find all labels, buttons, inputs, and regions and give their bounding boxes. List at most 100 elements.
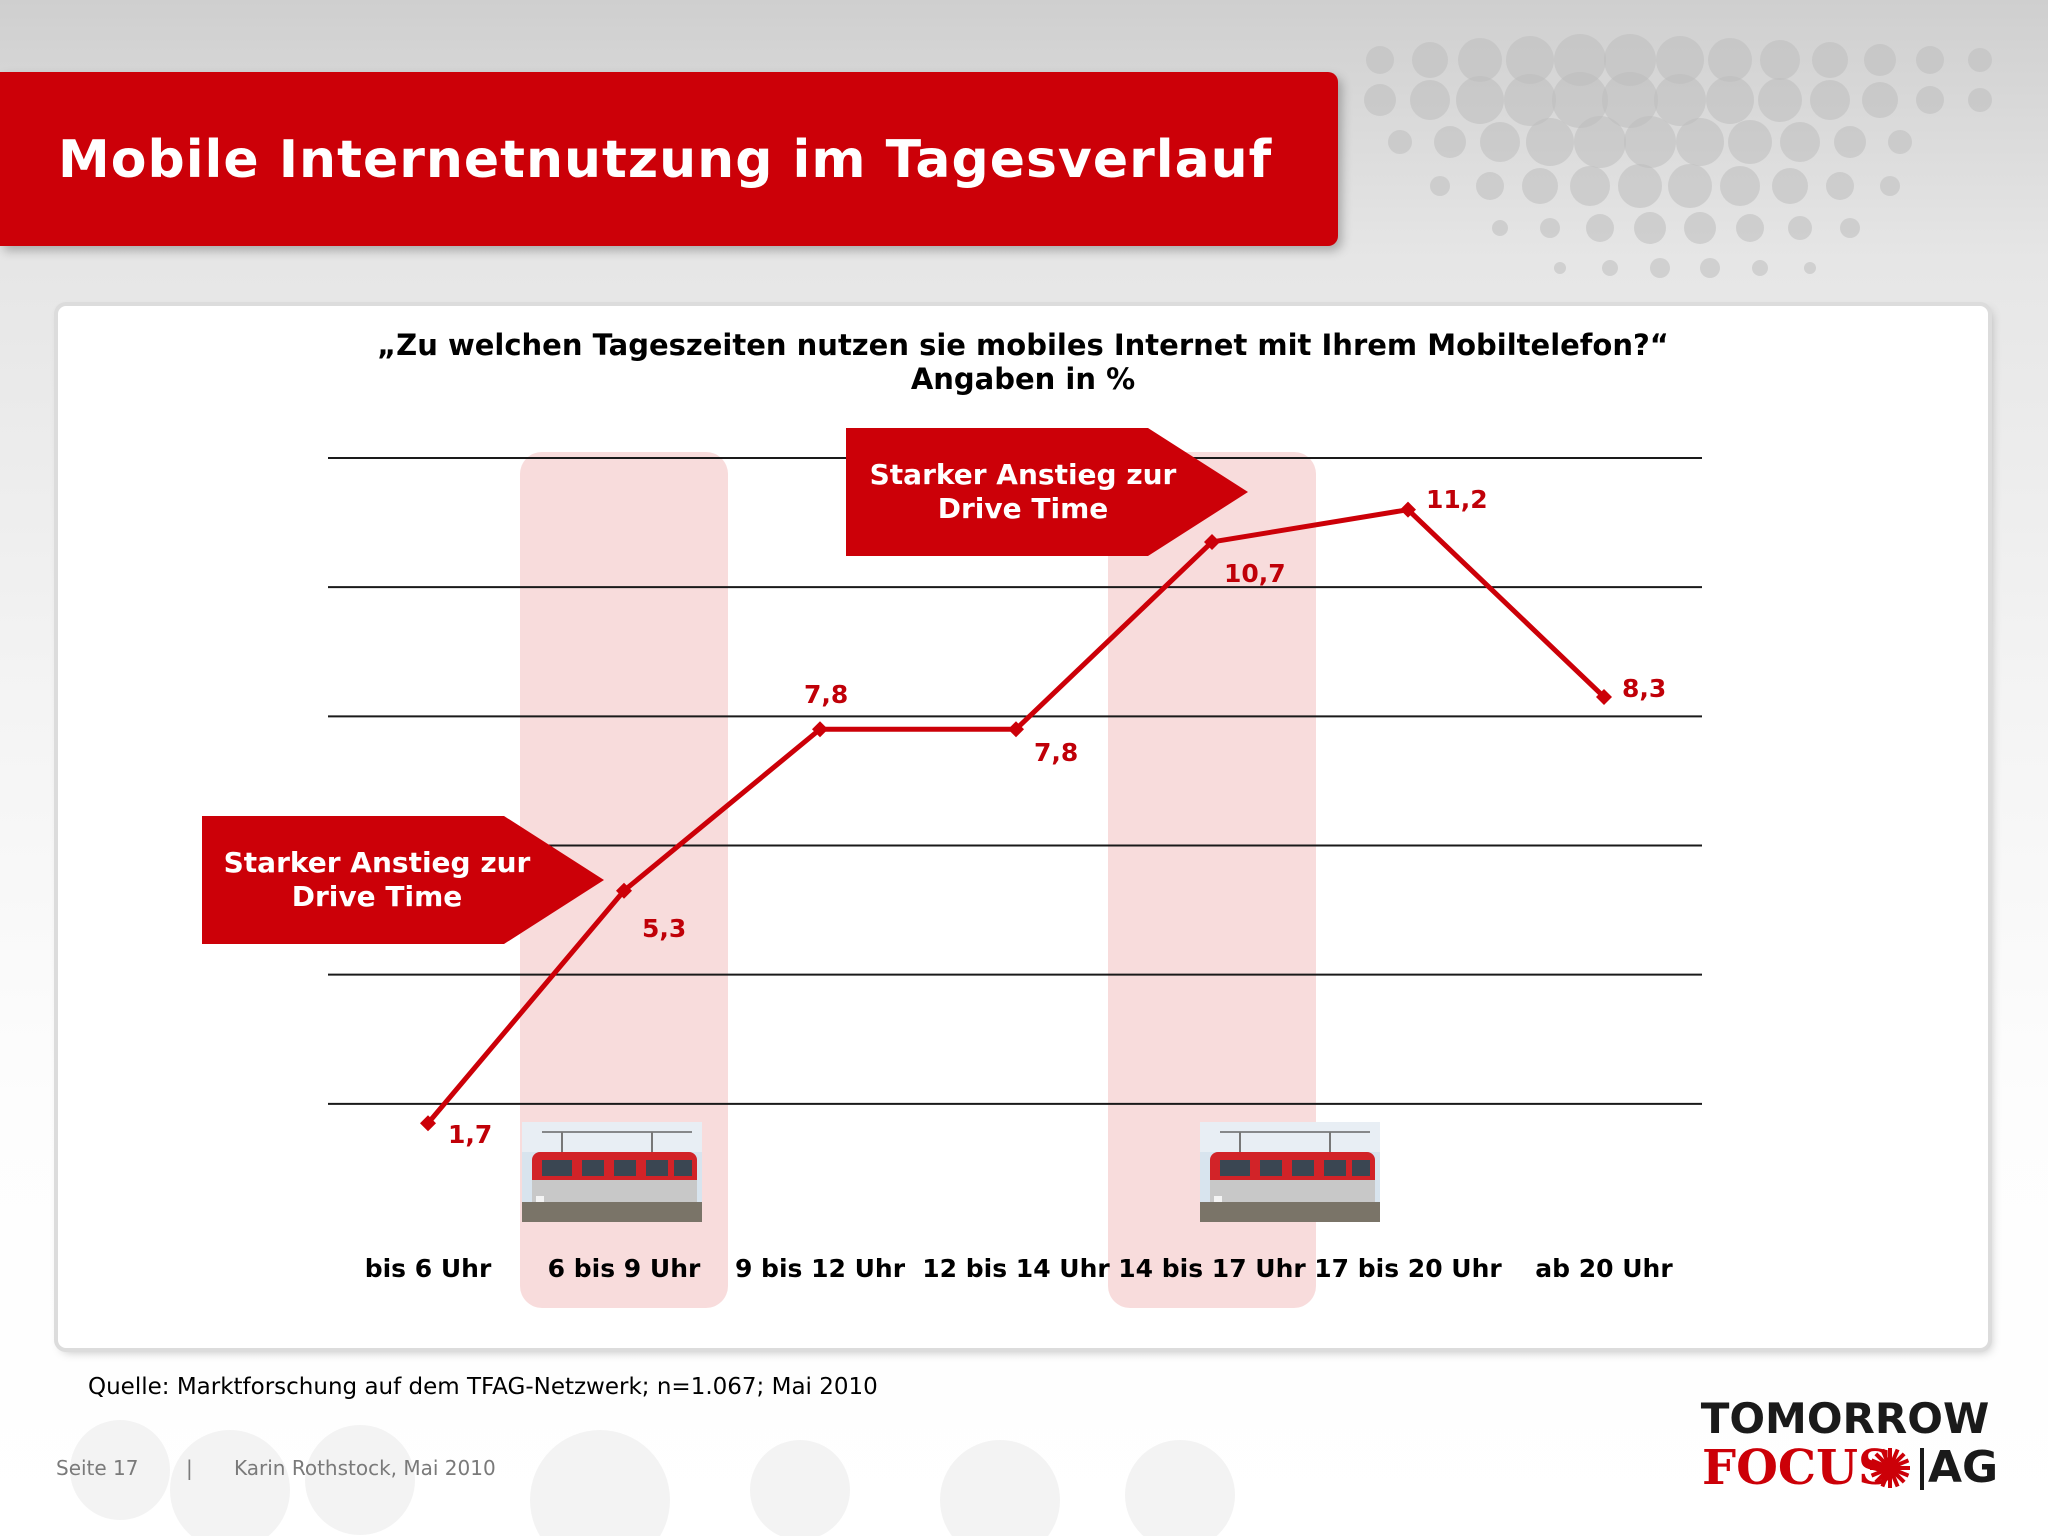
background-dot xyxy=(1476,172,1504,200)
x-tick-label: 12 bis 14 Uhr xyxy=(922,1254,1110,1283)
background-dot xyxy=(1864,44,1896,76)
background-dot xyxy=(1492,220,1508,236)
background-dot xyxy=(1602,260,1618,276)
title-banner xyxy=(0,72,1338,246)
footer-author: Karin Rothstock, Mai 2010 xyxy=(234,1456,496,1480)
footer-separator: | xyxy=(186,1456,193,1480)
background-dot xyxy=(1574,116,1626,168)
background-dot xyxy=(1656,36,1704,84)
x-tick-label: bis 6 Uhr xyxy=(364,1254,492,1283)
x-tick-label: ab 20 Uhr xyxy=(1535,1254,1673,1283)
background-dot xyxy=(1552,72,1608,128)
data-point xyxy=(1596,688,1612,705)
data-label: 10,7 xyxy=(1224,558,1286,588)
logo-sun-icon xyxy=(1870,1448,1910,1488)
background-dot xyxy=(1618,164,1662,208)
background-dot xyxy=(1720,166,1760,206)
background-dot xyxy=(1364,84,1396,116)
callout-arrow-top: Starker Anstieg zur Drive Time xyxy=(846,428,1250,562)
callout-arrow-shape xyxy=(202,816,604,944)
highlight-band xyxy=(520,452,728,1308)
background-dot xyxy=(1634,212,1666,244)
background-dot xyxy=(1570,166,1610,206)
background-dot xyxy=(1968,48,1992,72)
callout-text-line1: Starker Anstieg zur xyxy=(223,846,531,879)
data-label: 7,8 xyxy=(804,680,849,710)
train-image xyxy=(522,1122,702,1222)
footer-page-number: Seite 17 xyxy=(56,1456,139,1480)
background-dot xyxy=(1480,122,1520,162)
data-label: 1,7 xyxy=(448,1120,493,1150)
background-dot xyxy=(1654,74,1706,126)
background-dot xyxy=(170,1430,290,1536)
logo-ag: AG xyxy=(1928,1442,1999,1493)
chart-subtitle: Angaben in % xyxy=(910,362,1136,396)
background-dot xyxy=(1412,42,1448,78)
background-dot xyxy=(1840,218,1860,238)
data-point xyxy=(420,1115,436,1132)
highlight-band xyxy=(1108,452,1316,1308)
background-dot xyxy=(1586,214,1614,242)
background-dot xyxy=(1916,46,1944,74)
background-dot xyxy=(1540,218,1560,238)
background-dot xyxy=(1736,214,1764,242)
background-dot xyxy=(750,1440,850,1536)
background-dot xyxy=(1758,78,1802,122)
callout-text-line2: Drive Time xyxy=(937,492,1109,525)
background-dot xyxy=(1526,118,1574,166)
data-point xyxy=(1400,501,1416,518)
background-dot xyxy=(1602,72,1658,128)
background-dot xyxy=(1676,118,1724,166)
background-dot xyxy=(1916,86,1944,114)
background-dot xyxy=(1650,258,1670,278)
background-dot xyxy=(530,1430,670,1536)
background-dot xyxy=(1456,76,1504,124)
background-dot xyxy=(1708,38,1752,82)
background-dot xyxy=(1780,122,1820,162)
chart-title: „Zu welchen Tageszeiten nutzen sie mobil… xyxy=(377,328,1669,362)
background-dot xyxy=(1434,126,1466,158)
background-dot xyxy=(1728,120,1772,164)
logo-divider xyxy=(1920,1448,1924,1490)
background-dot xyxy=(1700,258,1720,278)
background-dot xyxy=(1788,216,1812,240)
callout-text-line1: Starker Anstieg zur xyxy=(869,458,1177,491)
data-point xyxy=(812,721,828,738)
background-dot xyxy=(1752,260,1768,276)
logo-tomorrow: TOMORROW xyxy=(1700,1394,1990,1443)
callout-arrow-left: Starker Anstieg zur Drive Time xyxy=(202,816,606,950)
data-point xyxy=(1204,533,1220,550)
x-tick-label: 14 bis 17 Uhr xyxy=(1118,1254,1306,1283)
data-label: 8,3 xyxy=(1622,673,1667,703)
background-dot xyxy=(1684,212,1716,244)
background-dot xyxy=(1366,46,1394,74)
background-dot xyxy=(1554,34,1606,86)
background-dot xyxy=(1554,262,1566,274)
background-dot xyxy=(70,1420,170,1520)
background-dot xyxy=(1810,80,1850,120)
background-dot xyxy=(1410,80,1450,120)
x-tick-label: 9 bis 12 Uhr xyxy=(734,1254,906,1283)
slide-title: Mobile Internetnutzung im Tagesverlauf xyxy=(58,130,1273,190)
background-dot xyxy=(1125,1440,1235,1536)
source-note: Quelle: Marktforschung auf dem TFAG-Netz… xyxy=(88,1374,878,1400)
train-image-graphic xyxy=(522,1122,702,1222)
logo-focus: FOCUS xyxy=(1702,1440,1893,1496)
background-dot xyxy=(1862,82,1898,118)
background-dot xyxy=(1458,38,1502,82)
background-dot xyxy=(940,1440,1060,1536)
x-tick-label: 17 bis 20 Uhr xyxy=(1314,1254,1502,1283)
train-image xyxy=(1200,1122,1380,1222)
background-dot xyxy=(1880,176,1900,196)
background-dot xyxy=(1706,76,1754,124)
data-point xyxy=(1008,721,1024,738)
background-dot xyxy=(1804,262,1816,274)
background-dot xyxy=(1760,40,1800,80)
x-tick-label: 6 bis 9 Uhr xyxy=(547,1254,701,1283)
data-label: 11,2 xyxy=(1426,484,1488,514)
logo-sun-core xyxy=(1880,1458,1900,1478)
background-dot xyxy=(1968,88,1992,112)
background-dot xyxy=(1522,168,1558,204)
